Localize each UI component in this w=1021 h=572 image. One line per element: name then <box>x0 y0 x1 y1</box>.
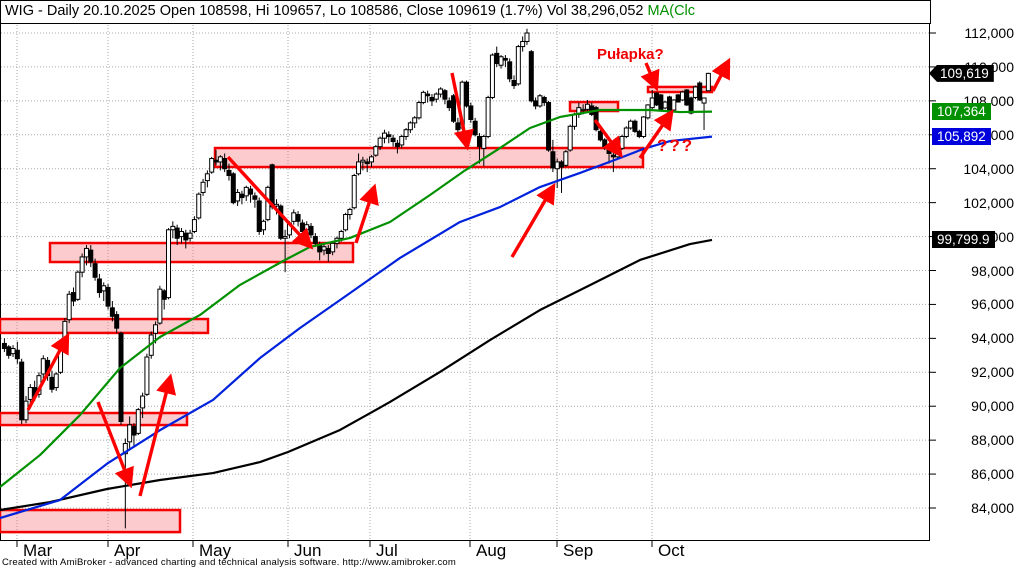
MA-mid-blue <box>0 135 713 520</box>
ma-indicator-label: MA(Clc <box>647 3 696 19</box>
x-axis-month-label: Aug <box>476 541 507 560</box>
x-axis-month-label: Oct <box>658 541 685 560</box>
candlesticks <box>1 28 711 529</box>
y-axis-label: 84,000 <box>971 500 1014 516</box>
y-axis-label: 98,000 <box>971 262 1014 279</box>
ma-mid-value-tag: 105,892 <box>932 128 991 146</box>
y-axis-label: 92,000 <box>971 364 1014 381</box>
gridlines <box>1 25 936 547</box>
y-axis-panel: 84,000 86,000 88,000 90,000 92,000 94,000 96,0… <box>930 0 1021 572</box>
annotation-arrows <box>26 57 731 497</box>
y-axis-label: 94,000 <box>971 330 1014 347</box>
y-axis-label: 86,000 <box>971 466 1014 483</box>
y-axis-label: 88,000 <box>971 432 1014 449</box>
y-axis-label: 112,000 <box>964 25 1014 41</box>
trap-annotation: Pułapka? <box>597 46 664 63</box>
chart-title: WIG - Daily 20.10.2025 Open 108598, Hi 1… <box>5 3 648 19</box>
x-axis-month-label: Mar <box>23 541 53 560</box>
y-axis-label: 104,000 <box>963 160 1014 177</box>
x-axis-month-label: Sep <box>563 541 594 560</box>
y-axis-label: 96,000 <box>971 296 1014 313</box>
chart-title-bar: WIG - Daily 20.10.2025 Open 108598, Hi 1… <box>0 0 931 24</box>
ma-fast-value-tag: 107,364 <box>932 103 991 121</box>
last-price-tag: 109,619 <box>929 64 994 82</box>
ma-slow-value-tag: 99,799.9 <box>932 231 995 249</box>
x-axis-month-label: May <box>199 541 232 560</box>
y-axis-label: 102,000 <box>963 194 1014 211</box>
amibroker-footer-credit: Created with AmiBroker - advanced charti… <box>2 557 457 568</box>
x-axis-month-label: Apr <box>114 541 141 560</box>
x-axis-month-label: Jun <box>294 541 322 560</box>
question-annotation: ??? <box>657 136 695 155</box>
MA-fast-green <box>0 108 713 488</box>
x-axis-month-label: Jul <box>376 541 398 560</box>
y-axis-label: 90,000 <box>971 398 1014 415</box>
